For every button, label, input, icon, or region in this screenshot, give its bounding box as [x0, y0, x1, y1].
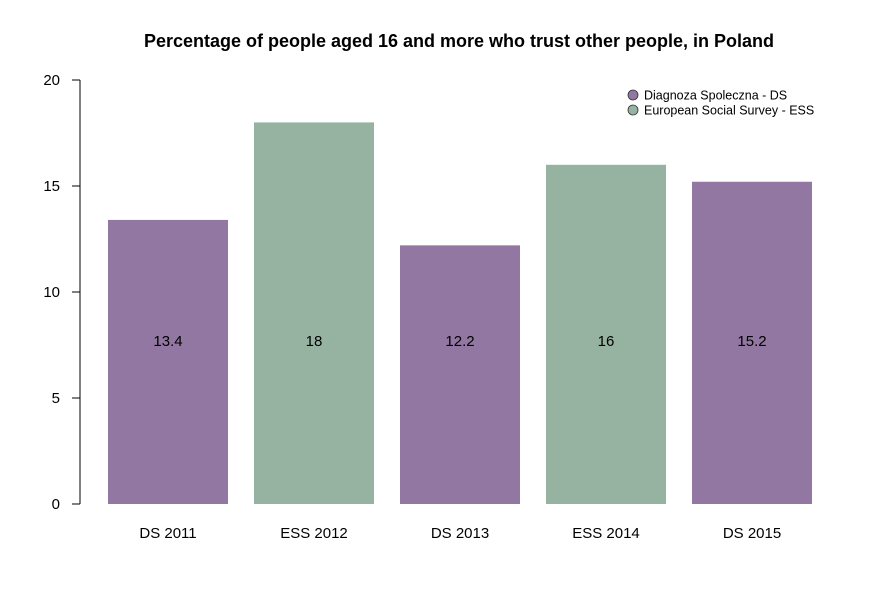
bar-value-label: 16 [598, 333, 615, 350]
bar-value-label: 12.2 [445, 333, 474, 350]
y-axis: 0 5 10 15 20 [43, 72, 81, 513]
legend-entry-label: European Social Survey - ESS [644, 104, 814, 118]
legend-swatch [627, 104, 639, 116]
x-category-label: DS 2011 [139, 525, 196, 542]
x-category-label: ESS 2012 [280, 525, 348, 542]
bar [400, 245, 520, 505]
x-category-label: ESS 2014 [572, 525, 640, 542]
bar [692, 181, 812, 504]
bar-value-label: 13.4 [153, 333, 182, 350]
bars: 13.4 DS 2011 18 ESS 2012 12.2 DS 2013 16 ESS 20… [108, 122, 812, 542]
y-tick-label: 20 [43, 72, 60, 89]
x-category-label: DS 2015 [723, 525, 781, 542]
bar [254, 122, 374, 505]
y-tick-label: 0 [52, 496, 60, 513]
y-tick-label: 15 [43, 178, 60, 195]
bar-value-label: 18 [306, 333, 323, 350]
bar [108, 219, 228, 505]
chart-title: Percentage of people aged 16 and more wh… [144, 31, 774, 51]
bar-value-label: 15.2 [737, 333, 766, 350]
bar [546, 164, 666, 505]
x-category-label: DS 2013 [431, 525, 489, 542]
y-tick-label: 10 [43, 284, 60, 301]
y-tick-label: 5 [52, 390, 60, 407]
legend-entry-label: Diagnoza Spoleczna - DS [644, 89, 787, 103]
legend-swatch [627, 89, 639, 101]
